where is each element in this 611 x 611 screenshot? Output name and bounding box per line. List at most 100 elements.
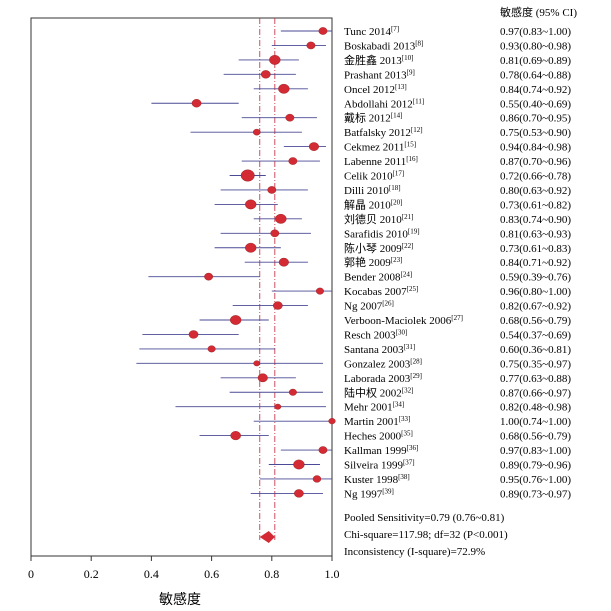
reference-superscript: [26] [382,300,394,308]
reference-superscript: [25] [407,285,419,293]
point-estimate-marker [188,330,199,339]
point-estimate-marker [293,459,305,470]
reference-superscript: [7] [391,25,399,33]
point-estimate-marker [240,169,255,182]
study-value: 0.97(0.83~1.00) [500,26,571,38]
point-estimate-marker [274,403,282,410]
reference-superscript: [35] [401,430,413,438]
point-estimate-marker [191,99,202,108]
reference-superscript: [23] [391,256,403,264]
reference-superscript: [17] [393,170,405,178]
study-value: 0.96(0.80~1.00) [500,286,571,298]
study-label: 戴标 2012[14] [344,111,402,125]
study-label: Prashant 2013[9] [344,68,415,81]
point-estimate-marker [318,446,328,454]
point-estimate-marker [312,475,322,483]
study-label: 陈小琴 2009[22] [344,241,413,255]
study-value: 0.82(0.48~0.98) [500,402,571,414]
point-estimate-marker [278,83,290,94]
study-value: 0.59(0.39~0.76) [500,272,571,284]
study-value: 0.78(0.64~0.88) [500,69,571,81]
study-value: 0.81(0.69~0.89) [500,55,571,67]
x-tick-label: 0.2 [84,567,99,581]
study-label: Tunc 2014[7] [344,25,399,38]
study-label: 刘德贝 2010[21] [344,212,413,226]
study-label: Verboon-Maciolek 2006[27] [344,314,463,327]
x-tick-label: 0.8 [264,567,279,581]
study-label: Martin 2001[33] [344,415,410,428]
study-value: 0.83(0.74~0.90) [500,214,571,226]
study-value: 0.68(0.56~0.79) [500,315,571,327]
study-value: 0.60(0.36~0.81) [500,344,571,356]
study-label: Bender 2008[24] [344,271,412,284]
reference-superscript: [34] [393,401,405,409]
point-estimate-marker [288,388,297,396]
study-label: Ng 2007[26] [344,300,394,313]
study-value: 0.94(0.84~0.98) [500,142,571,154]
study-label: Kocabas 2007[25] [344,285,418,298]
summary-statistic: Pooled Sensitivity=0.79 (0.76~0.81) [344,512,505,524]
study-label: Labenne 2011[16] [344,155,418,168]
reference-superscript: [9] [407,68,415,76]
study-value: 0.68(0.56~0.79) [500,431,571,443]
reference-superscript: [30] [396,328,408,336]
point-estimate-marker [278,257,289,267]
study-label: Celik 2010[17] [344,170,404,183]
study-label: Laborada 2003[29] [344,372,422,385]
study-label: Oncel 2012[13] [344,83,407,96]
point-estimate-marker [273,301,283,310]
study-label: 解晶 2010[20] [344,197,402,211]
study-label: Heches 2000[35] [344,430,413,443]
point-estimate-marker [285,113,295,122]
reference-superscript: [8] [415,39,423,47]
study-label: Resch 2003[30] [344,328,407,341]
study-label: Cekmez 2011[15] [344,141,416,154]
study-value: 0.80(0.63~0.92) [500,185,571,197]
x-tick-label: 0.4 [144,567,159,581]
study-value: 0.55(0.40~0.69) [500,98,571,110]
study-label: Dilli 2010[18] [344,184,401,197]
reference-superscript: [13] [395,83,407,91]
study-value: 0.75(0.35~0.97) [500,358,571,370]
study-value: 0.73(0.61~0.83) [500,243,571,255]
reference-superscript: [37] [403,459,415,467]
study-label: Abdollahi 2012[11] [344,97,424,110]
point-estimate-marker [204,272,213,281]
x-tick-label: 0.6 [204,567,219,581]
x-tick-label: 1.0 [325,567,340,581]
point-estimate-marker [318,27,328,35]
point-estimate-marker [275,213,287,224]
point-estimate-marker [306,41,316,50]
reference-superscript: [32] [402,386,414,394]
reference-superscript: [19] [408,227,420,235]
point-estimate-marker [328,418,336,425]
reference-superscript: [15] [404,141,416,149]
reference-superscript: [21] [402,213,414,221]
study-value: 0.84(0.71~0.92) [500,257,571,269]
reference-superscript: [24] [401,271,413,279]
summary-statistic: Inconsistency (I-square)=72.9% [344,546,485,558]
column-header: 敏感度 (95% CI) [500,5,577,19]
study-value: 0.73(0.61~0.82) [500,199,571,211]
point-estimate-marker [252,128,261,136]
study-value: 0.89(0.73~0.97) [500,488,571,500]
study-label: Kallman 1999[36] [344,444,418,457]
reference-superscript: [12] [411,126,423,134]
reference-superscript: [10] [402,54,414,62]
study-value: 0.87(0.66~0.97) [500,387,571,399]
study-value: 0.95(0.76~1.00) [500,474,571,486]
reference-superscript: [36] [407,444,419,452]
point-estimate-marker [269,55,281,65]
study-value: 0.81(0.63~0.93) [500,228,571,240]
reference-superscript: [14] [391,112,403,120]
point-estimate-marker [288,157,298,165]
study-value: 0.87(0.70~0.96) [500,156,571,168]
point-estimate-marker [230,431,241,441]
x-axis-title: 敏感度 [159,591,201,608]
study-label: 金胜鑫 2013[10] [344,53,413,67]
plot-frame [30,17,333,557]
study-label: Gonzalez 2003[28] [344,357,422,370]
reference-superscript: [20] [391,198,403,206]
study-label: Ng 1997[39] [344,487,394,500]
reference-superscript: [27] [451,314,463,322]
